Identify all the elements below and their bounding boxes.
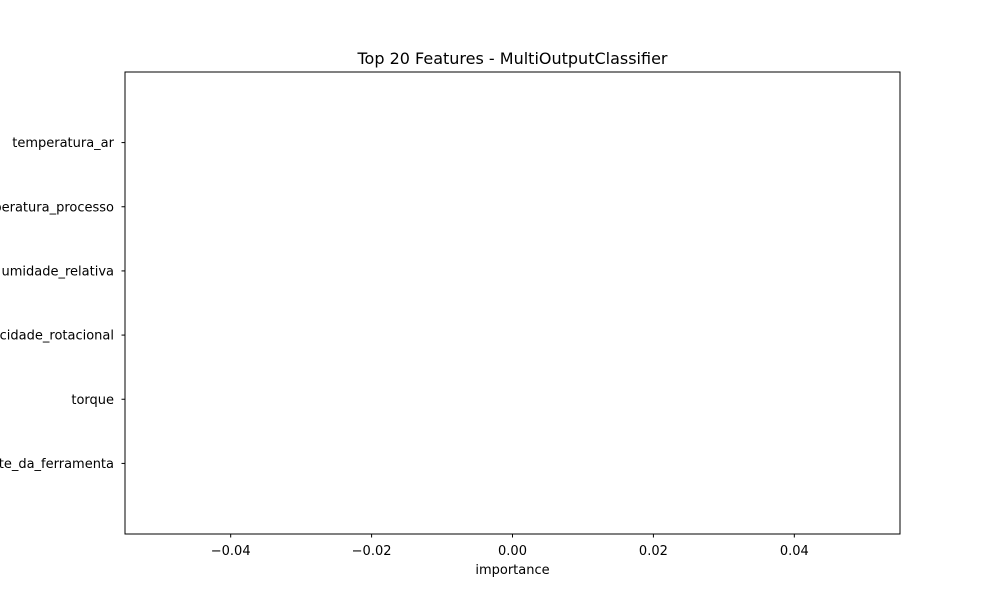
- x-tick-label: −0.04: [211, 544, 251, 559]
- chart-title: Top 20 Features - MultiOutputClassifier: [357, 49, 668, 68]
- x-tick-label: −0.02: [352, 544, 392, 559]
- x-axis-label: importance: [475, 563, 549, 578]
- plot-area-frame: [124, 71, 901, 535]
- x-axis-ticks: −0.04 −0.02 0.00 0.02 0.04: [211, 534, 809, 559]
- y-tick-label: temperatura_ar: [12, 136, 114, 151]
- y-tick-label: temperatura_processo: [0, 200, 114, 215]
- x-tick-label: 0.04: [780, 544, 809, 559]
- x-tick-label: 0.02: [639, 544, 668, 559]
- y-tick-label: torque: [71, 393, 114, 408]
- y-tick-label: umidade_relativa: [2, 264, 115, 279]
- y-tick-label: desgaste_da_ferramenta: [0, 457, 114, 472]
- x-tick-label: 0.00: [498, 544, 527, 559]
- y-tick-label: velocidade_rotacional: [0, 329, 114, 344]
- y-axis-ticks: temperatura_ar temperatura_processoumidad…: [0, 136, 125, 472]
